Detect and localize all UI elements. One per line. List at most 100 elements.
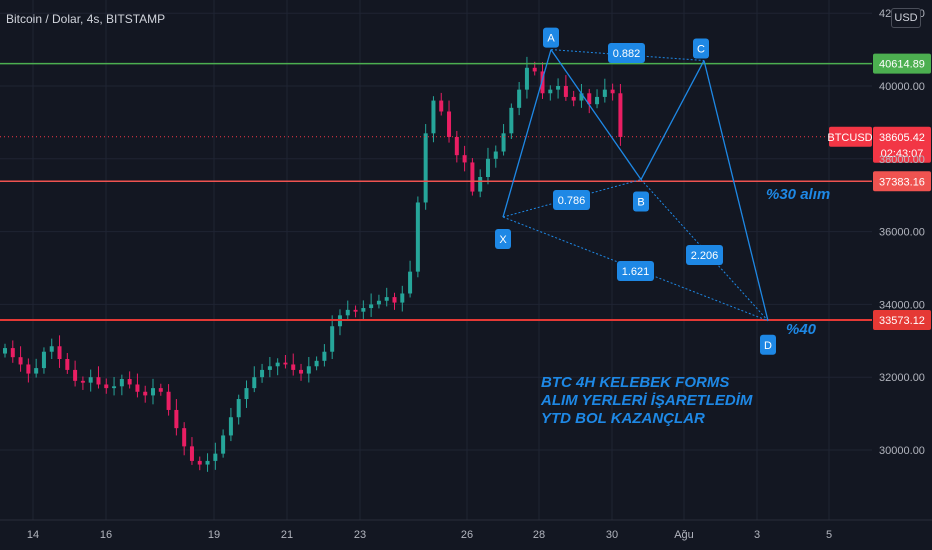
buy-30-annotation: %30 alım [766,186,830,203]
candle-body [509,107,514,134]
strategy-note-line: YTD BOL KAZANÇLAR [541,410,705,427]
strategy-note-line: ALIM YERLERİ İŞARETLEDİM [540,392,753,409]
pattern-point-label: B [637,197,644,209]
candle-body [540,71,545,94]
price-axis-label: 38000.00 [879,154,925,166]
candle-body [182,428,187,447]
candle-body [587,93,592,105]
candle-body [104,384,109,389]
candle-body [369,304,374,309]
time-axis-label: 23 [354,529,366,541]
candle-body [384,297,389,301]
candle-body [143,391,148,396]
ratio-label: 0.882 [613,48,641,60]
candle-body [602,89,607,97]
candle-body [431,100,436,134]
candle-body [283,362,288,365]
candle-body [96,377,101,385]
candle-body [524,67,529,90]
current-price-tag [873,126,931,163]
candle-body [462,155,467,163]
level-40-annotation: %40 [786,321,817,338]
candle-body [244,388,249,400]
candle-body [221,435,226,454]
candle-body [18,357,23,365]
time-axis-label: 3 [754,529,760,541]
level-price-tag [873,171,931,192]
candle-body [88,377,93,383]
candle-body [478,177,483,192]
candle-body [158,388,163,392]
pattern-point-label: D [764,340,772,352]
candle-body [73,369,78,381]
price-axis-label: 30000.00 [879,445,925,457]
candle-body [314,360,319,367]
candle-body [275,362,280,367]
candle-body [299,369,304,374]
candle-body [267,366,272,370]
candle-body [322,351,327,361]
candle-body [517,89,522,108]
time-axis-label: 16 [100,529,112,541]
candle-body [236,399,241,418]
candle-body [213,453,218,461]
level-price-label: 40614.89 [879,59,925,71]
pattern-point-badge [543,27,559,48]
candle-body [400,293,405,303]
candle-body [470,162,475,192]
candle-body [189,446,194,461]
pattern-point-label: X [499,234,507,246]
price-axis-label: 36000.00 [879,227,925,239]
price-axis-label: 32000.00 [879,372,925,384]
pattern-leg [550,49,642,180]
time-axis-label: 19 [208,529,220,541]
pattern-point-badge [693,38,709,59]
candle-body [361,308,366,312]
candle-body [306,366,311,374]
candle-body [454,136,459,156]
candle-body [392,297,397,303]
candle-body [595,96,600,105]
level-price-tag [873,53,931,74]
candle-body [493,151,498,159]
pattern-point-badge [495,229,511,250]
time-axis-label: 28 [533,529,545,541]
time-axis-label: 30 [606,529,618,541]
candle-body [501,133,506,152]
candle-body [166,391,171,410]
candle-body [439,100,444,112]
current-price-label: 38605.42 [879,132,925,144]
candle-body [151,388,156,396]
symbol-title[interactable]: Bitcoin / Dolar, 4s, BITSTAMP [6,12,166,26]
candle-body [80,380,85,383]
ratio-badge [617,261,654,281]
pattern-leg [640,60,705,180]
candle-body [447,111,452,137]
candle-body [376,300,381,305]
candle-body [174,409,179,429]
candle-body [353,309,358,312]
price-axis-label: 40000.00 [879,81,925,93]
candle-body [610,89,615,94]
candle-body [485,158,490,177]
candle-body [41,351,46,369]
ratio-label: 1.621 [622,266,650,278]
candle-body [345,309,350,316]
candle-body [10,348,15,358]
candle-body [330,326,335,352]
currency-badge[interactable]: USD [891,8,921,28]
time-axis-label: 21 [281,529,293,541]
time-axis-label: Ağu [674,529,694,541]
symbol-tag [829,126,872,147]
strategy-note-line: BTC 4H KELEBEK FORMS [541,374,729,391]
candle-body [228,417,233,436]
candle-body [65,359,70,370]
pattern-point-label: C [697,44,705,56]
candle-body [205,460,210,465]
price-axis-label: 34000.00 [879,299,925,311]
candle-body [415,202,420,272]
candle-body [618,93,623,137]
pattern-point-badge [760,334,776,355]
ratio-label: 0.786 [558,195,586,207]
